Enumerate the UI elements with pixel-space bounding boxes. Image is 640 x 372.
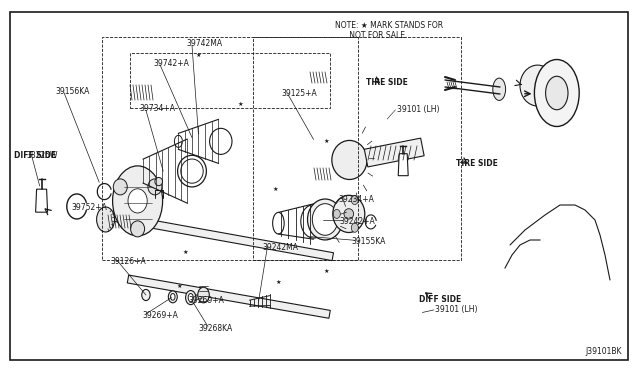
Ellipse shape bbox=[312, 203, 338, 235]
Ellipse shape bbox=[307, 199, 343, 240]
Ellipse shape bbox=[178, 155, 206, 187]
Polygon shape bbox=[36, 189, 47, 212]
Text: J39101BK: J39101BK bbox=[586, 347, 622, 356]
Ellipse shape bbox=[113, 166, 163, 236]
Ellipse shape bbox=[181, 159, 204, 183]
Ellipse shape bbox=[344, 209, 354, 219]
Text: 39269+A: 39269+A bbox=[142, 311, 178, 320]
Polygon shape bbox=[105, 212, 333, 261]
Text: 39268KA: 39268KA bbox=[198, 324, 233, 333]
Ellipse shape bbox=[273, 212, 284, 234]
Ellipse shape bbox=[188, 294, 193, 302]
Ellipse shape bbox=[332, 140, 367, 179]
Text: TIRE SIDE: TIRE SIDE bbox=[456, 159, 497, 168]
Text: ★: ★ bbox=[177, 284, 182, 289]
Ellipse shape bbox=[131, 221, 145, 237]
Text: 39742MA: 39742MA bbox=[187, 39, 223, 48]
Ellipse shape bbox=[186, 291, 196, 305]
Polygon shape bbox=[398, 154, 408, 176]
Text: 39234+A: 39234+A bbox=[338, 195, 374, 204]
Text: DIFF SIDE: DIFF SIDE bbox=[14, 151, 56, 160]
Ellipse shape bbox=[534, 60, 579, 126]
Text: DIFF SIDE: DIFF SIDE bbox=[419, 295, 461, 304]
Text: ★: ★ bbox=[196, 52, 201, 58]
Text: ★: ★ bbox=[324, 269, 329, 274]
Ellipse shape bbox=[97, 207, 115, 232]
Text: NOT FOR SALE.: NOT FOR SALE. bbox=[335, 31, 408, 39]
Bar bbox=[253, 37, 461, 260]
Ellipse shape bbox=[168, 291, 177, 303]
Text: 39742+A: 39742+A bbox=[154, 59, 189, 68]
Ellipse shape bbox=[545, 76, 568, 110]
Bar bbox=[102, 37, 358, 260]
Ellipse shape bbox=[333, 195, 365, 232]
Ellipse shape bbox=[170, 294, 175, 300]
Ellipse shape bbox=[210, 128, 232, 154]
Text: ★: ★ bbox=[273, 187, 278, 192]
Text: 39156KA: 39156KA bbox=[55, 87, 90, 96]
Ellipse shape bbox=[520, 65, 556, 106]
Ellipse shape bbox=[351, 223, 358, 232]
Text: 39242MA: 39242MA bbox=[262, 243, 298, 252]
Text: 39101 (LH): 39101 (LH) bbox=[397, 105, 439, 114]
Ellipse shape bbox=[198, 287, 209, 303]
Text: ★: ★ bbox=[183, 250, 188, 256]
Text: 39752+A: 39752+A bbox=[72, 203, 108, 212]
Ellipse shape bbox=[493, 78, 506, 100]
Text: ★: ★ bbox=[276, 280, 281, 285]
Text: 39269+A: 39269+A bbox=[189, 296, 225, 305]
Polygon shape bbox=[364, 138, 424, 167]
Text: ★: ★ bbox=[237, 102, 243, 107]
Bar bbox=[130, 53, 330, 108]
Ellipse shape bbox=[128, 189, 147, 213]
Text: ★: ★ bbox=[324, 139, 329, 144]
Ellipse shape bbox=[148, 179, 162, 195]
Text: 39101 (LH): 39101 (LH) bbox=[435, 305, 477, 314]
Ellipse shape bbox=[351, 196, 358, 205]
Text: 39734+A: 39734+A bbox=[140, 104, 175, 113]
Polygon shape bbox=[127, 275, 330, 318]
Text: TIRE SIDE: TIRE SIDE bbox=[366, 78, 408, 87]
Ellipse shape bbox=[155, 177, 163, 186]
Text: NOTE: ★ MARK STANDS FOR: NOTE: ★ MARK STANDS FOR bbox=[335, 20, 443, 29]
Ellipse shape bbox=[142, 289, 150, 301]
Text: 39155KA: 39155KA bbox=[351, 237, 386, 246]
Text: 39242+A: 39242+A bbox=[339, 217, 375, 226]
Text: 38225W: 38225W bbox=[27, 151, 58, 160]
Ellipse shape bbox=[333, 209, 340, 218]
Text: 39126+A: 39126+A bbox=[111, 257, 147, 266]
Ellipse shape bbox=[113, 179, 127, 195]
Text: 39125+A: 39125+A bbox=[282, 89, 317, 97]
Ellipse shape bbox=[301, 205, 326, 238]
